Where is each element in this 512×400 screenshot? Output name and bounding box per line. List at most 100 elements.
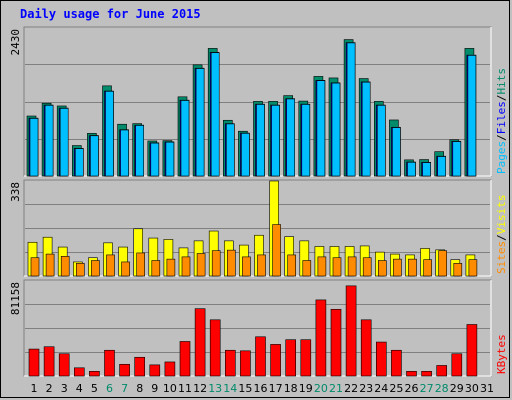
pages-bar xyxy=(256,104,265,177)
sites-bar xyxy=(377,260,387,277)
kbytes-bar xyxy=(179,341,191,377)
day-label: 14 xyxy=(223,382,237,395)
kbytes-bar xyxy=(164,361,176,377)
pages-bar xyxy=(331,82,341,177)
sites-bar xyxy=(347,256,357,277)
kbytes-bar xyxy=(225,349,236,377)
day-label: 8 xyxy=(136,382,143,395)
day-label: 13 xyxy=(208,382,222,395)
sites-bar xyxy=(408,258,417,277)
sites-bar xyxy=(91,260,100,277)
kbytes-bar xyxy=(436,365,448,377)
kbytes-bar xyxy=(330,308,342,377)
legend-top: Pages/Files/Hits xyxy=(495,68,508,174)
kbytes-bar xyxy=(74,367,85,377)
day-label: 30 xyxy=(465,382,479,395)
legend-top-3: / xyxy=(495,95,508,102)
day-label: 16 xyxy=(254,382,268,395)
pages-bar xyxy=(452,141,462,177)
sites-bar xyxy=(121,261,130,277)
sites-bar xyxy=(151,260,161,277)
pages-bar xyxy=(271,105,280,177)
pages-bar xyxy=(135,125,144,177)
pages-bar xyxy=(210,52,220,177)
legend-bottom-0: KBytes xyxy=(495,334,508,374)
pages-bar xyxy=(467,55,477,177)
sites-bar xyxy=(287,254,297,277)
day-label: 26 xyxy=(405,382,419,395)
kbytes-bar xyxy=(270,344,281,377)
kbytes-bar xyxy=(360,319,372,377)
kbytes-bar xyxy=(255,336,266,377)
sites-bar xyxy=(211,250,221,277)
kbytes-bar xyxy=(134,356,145,377)
kbytes-bar xyxy=(285,339,297,377)
day-label: 31 xyxy=(480,382,494,395)
pages-bar xyxy=(226,123,235,177)
pages-bar xyxy=(407,161,416,177)
sites-bar xyxy=(30,257,40,277)
sites-bar xyxy=(196,253,206,277)
kbytes-bar xyxy=(466,324,478,377)
y-max-label-bottom: 81158 xyxy=(9,282,22,315)
day-label: 20 xyxy=(314,382,328,395)
pages-bar xyxy=(165,141,175,177)
legend-middle-2: Visits xyxy=(495,195,508,235)
kbytes-bar xyxy=(375,341,387,377)
sites-bar xyxy=(136,252,145,277)
day-label: 12 xyxy=(193,382,207,395)
pages-bar xyxy=(286,98,296,177)
y-max-label-top: 2430 xyxy=(9,29,22,56)
pages-bar xyxy=(105,91,114,177)
day-label: 3 xyxy=(61,382,68,395)
sites-bar xyxy=(106,254,115,277)
sites-bar xyxy=(438,250,448,277)
day-label: 5 xyxy=(91,382,98,395)
pages-bar xyxy=(120,129,129,177)
pages-bar xyxy=(392,127,401,177)
pages-bar xyxy=(361,81,371,177)
pages-bar xyxy=(422,162,431,177)
pages-bar xyxy=(150,142,160,177)
day-label: 23 xyxy=(359,382,373,395)
kbytes-bar xyxy=(149,364,161,377)
kbytes-bar xyxy=(194,308,206,377)
day-label: 7 xyxy=(121,382,128,395)
sites-bar xyxy=(76,263,85,277)
day-label: 21 xyxy=(329,382,343,395)
sites-bar xyxy=(181,256,191,277)
pages-bar xyxy=(195,68,205,177)
day-label: 17 xyxy=(269,382,283,395)
sites-bar xyxy=(317,256,327,277)
chart-title: Daily usage for June 2015 xyxy=(20,7,201,21)
sites-bar xyxy=(423,259,432,277)
pages-bar xyxy=(44,105,54,177)
day-label: 11 xyxy=(178,382,192,395)
day-label: 6 xyxy=(106,382,113,395)
legend-top-2: Files xyxy=(495,101,508,134)
sites-bar xyxy=(468,259,478,277)
kbytes-bar xyxy=(119,363,130,377)
day-label: 10 xyxy=(163,382,177,395)
day-label: 25 xyxy=(389,382,403,395)
pages-bar xyxy=(180,100,190,177)
sites-bar xyxy=(393,258,402,277)
legend-bottom: KBytes xyxy=(495,334,508,374)
sites-bar xyxy=(242,256,251,277)
kbytes-bar xyxy=(43,346,55,377)
sites-bar xyxy=(257,254,266,277)
legend-top-0: Pages xyxy=(495,141,508,174)
sites-bar xyxy=(227,249,236,277)
pages-bar xyxy=(437,156,447,177)
day-label: 22 xyxy=(344,382,358,395)
pages-bar xyxy=(376,105,386,177)
legend-top-1: / xyxy=(495,134,508,141)
sites-bar xyxy=(60,256,70,277)
day-label: 1 xyxy=(31,382,38,395)
day-label: 15 xyxy=(238,382,252,395)
kbytes-bar xyxy=(345,285,357,377)
legend-top-4: Hits xyxy=(495,68,508,95)
sites-bar xyxy=(45,253,55,277)
